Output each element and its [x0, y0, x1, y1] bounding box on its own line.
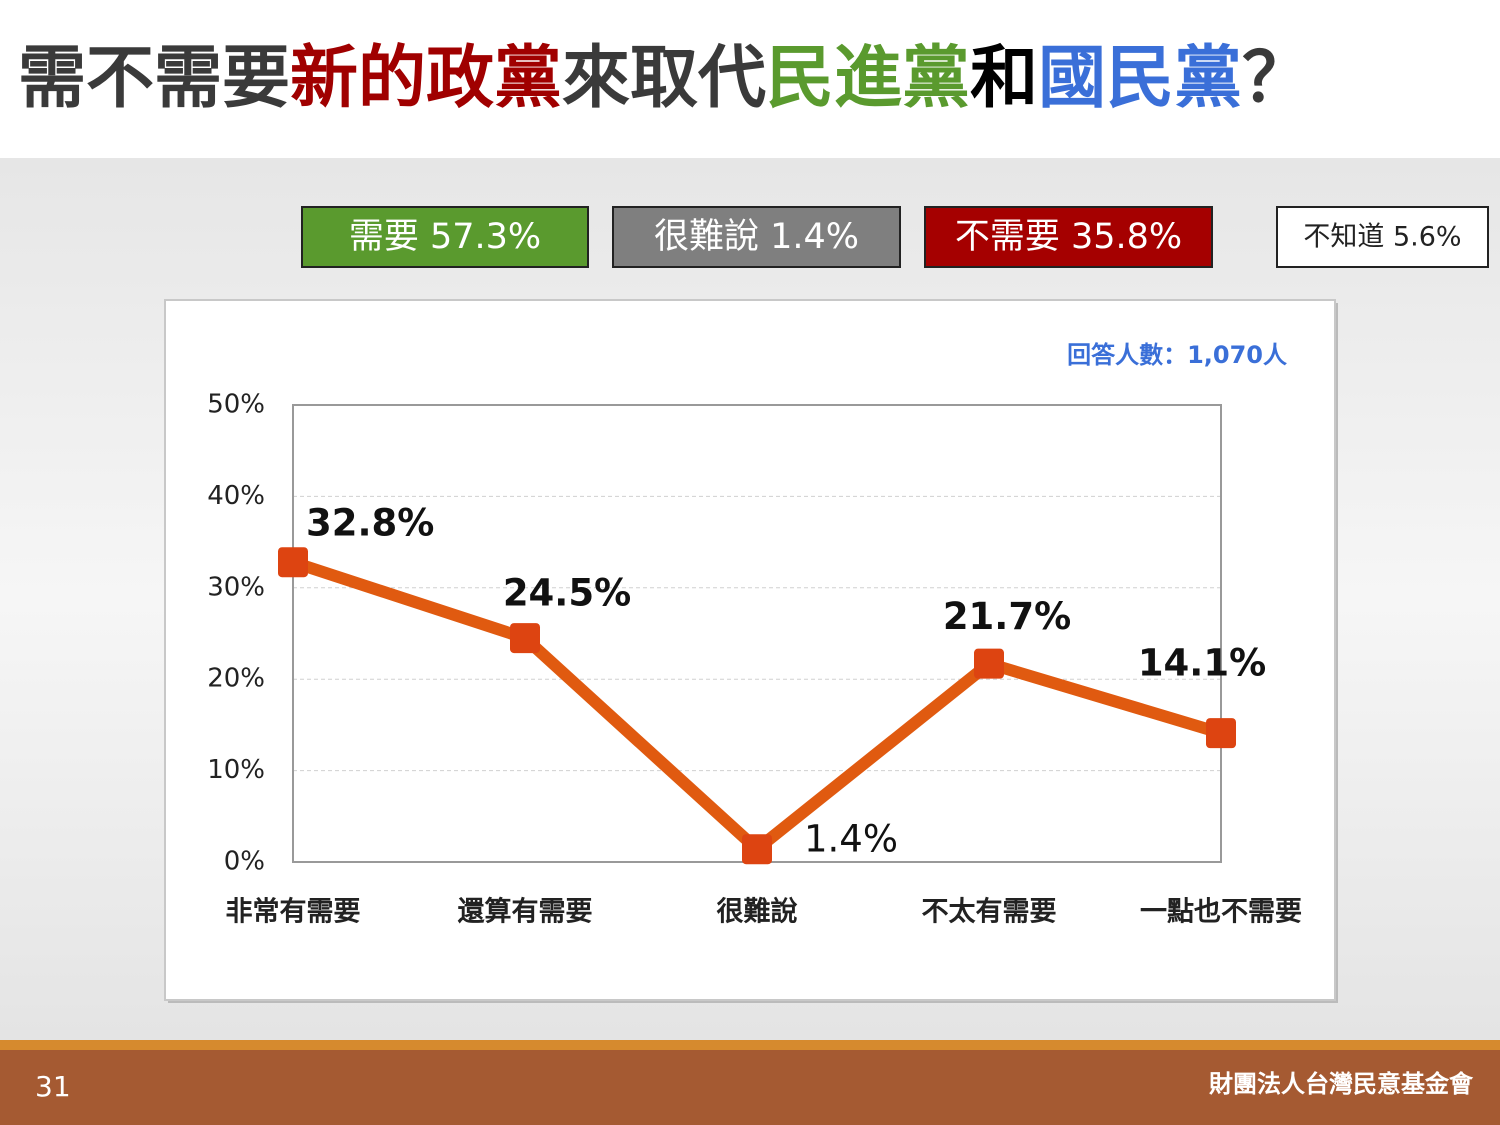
data-point — [974, 648, 1004, 679]
title-part: 民進黨 — [766, 39, 970, 118]
title-part: ？ — [1242, 39, 1310, 118]
x-tick-label: 很難說 — [717, 896, 798, 928]
y-tick-label: 0% — [224, 847, 265, 877]
sample-note: 回答人數：1,070人 — [1067, 341, 1287, 369]
data-point — [510, 623, 540, 654]
title-part: 需不需要 — [18, 39, 290, 118]
summary-box — [301, 206, 589, 268]
x-tick-label: 一點也不需要 — [1140, 897, 1302, 928]
data-point — [742, 834, 772, 865]
title-part: 和 — [970, 39, 1038, 118]
summary-label: 不知道 5.6% — [1303, 222, 1461, 253]
y-tick-label: 30% — [207, 572, 265, 602]
x-tick-label: 還算有需要 — [458, 896, 593, 928]
organization: 財團法人台灣民意基金會 — [1209, 1070, 1474, 1098]
title-part: 國民黨 — [1038, 39, 1242, 118]
summary-box — [1276, 206, 1489, 268]
x-tick-label: 不太有需要 — [922, 897, 1057, 928]
x-tick-label: 非常有需要 — [226, 897, 361, 928]
summary-box — [612, 206, 901, 268]
title-part: 來取代 — [562, 39, 766, 118]
value-label: 24.5% — [503, 572, 631, 615]
chart-frame — [164, 299, 1336, 1001]
summary-label: 不需要 35.8% — [955, 217, 1182, 257]
title-area — [0, 0, 1500, 158]
footer-band — [0, 1050, 1500, 1125]
value-label: 32.8% — [306, 502, 434, 545]
title-part: 新的政黨 — [290, 39, 562, 118]
value-label: 21.7% — [943, 595, 1071, 638]
value-label: 1.4% — [804, 818, 898, 861]
summary-label: 需要 57.3% — [349, 217, 541, 257]
page-number: 31 — [35, 1070, 71, 1103]
summary-box — [924, 206, 1213, 268]
slide-title: 需不需要新的政黨來取代民進黨和國民黨？ — [18, 39, 1310, 118]
data-point — [1206, 718, 1236, 749]
y-tick-label: 50% — [207, 390, 265, 420]
data-point — [278, 547, 308, 578]
y-tick-label: 20% — [207, 664, 265, 694]
value-label: 14.1% — [1138, 642, 1266, 685]
footer-line — [0, 1040, 1500, 1050]
y-tick-label: 10% — [207, 755, 265, 785]
y-tick-label: 40% — [207, 481, 265, 511]
summary-label: 很難說 1.4% — [654, 217, 859, 257]
